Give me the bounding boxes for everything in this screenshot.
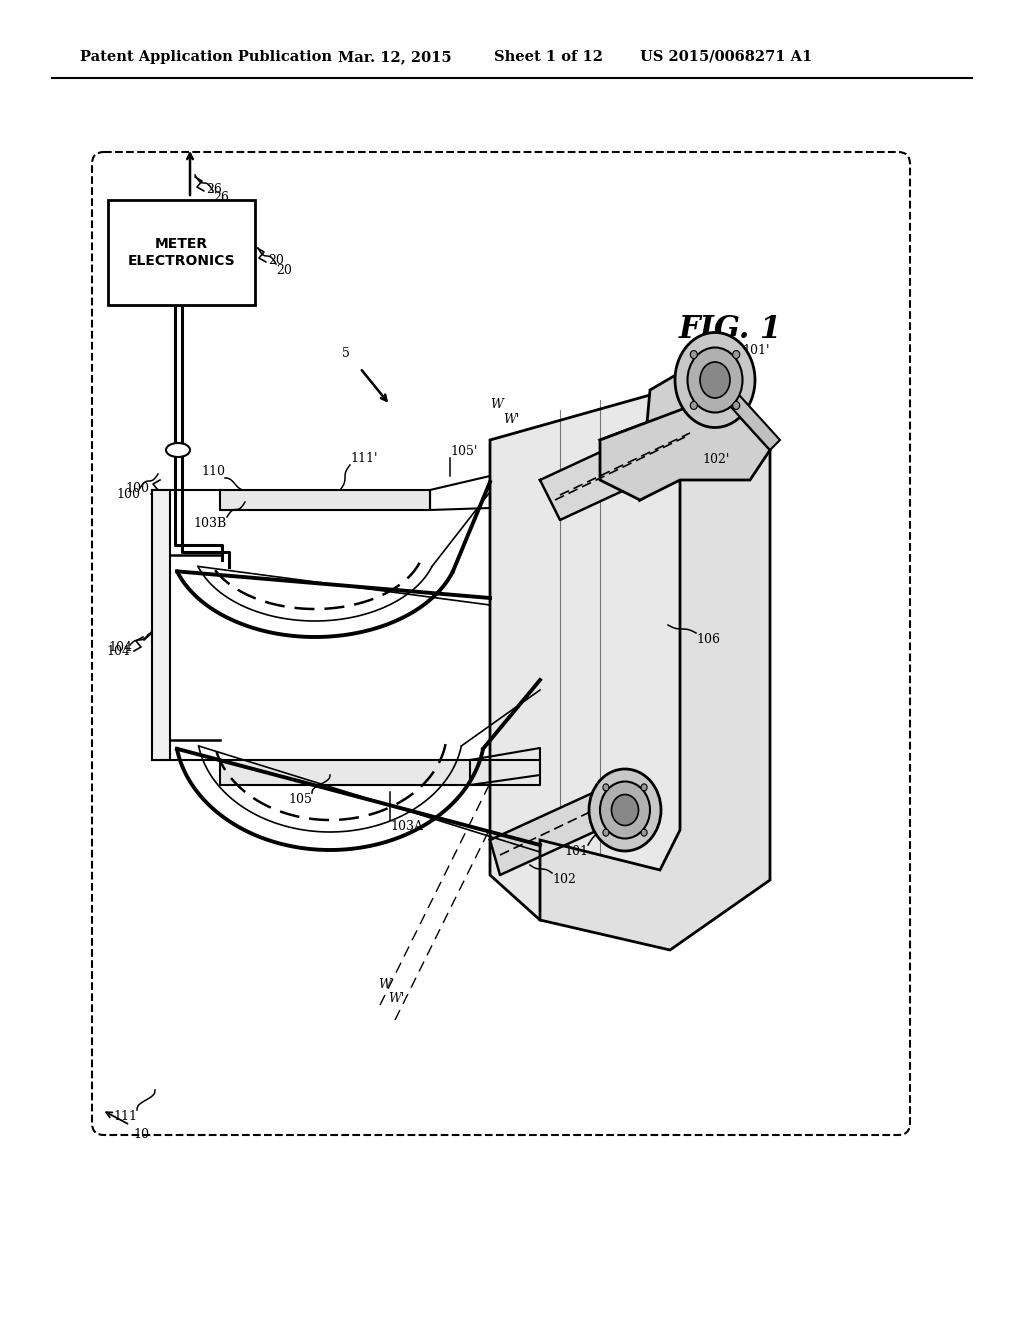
Ellipse shape xyxy=(687,347,742,412)
Text: 104: 104 xyxy=(108,642,132,653)
Text: W': W' xyxy=(388,993,404,1005)
Polygon shape xyxy=(220,760,540,785)
Text: METER
ELECTRONICS: METER ELECTRONICS xyxy=(128,238,236,268)
Text: W': W' xyxy=(503,413,519,426)
Text: 5: 5 xyxy=(342,347,350,360)
Ellipse shape xyxy=(675,333,755,428)
Text: W: W xyxy=(490,399,503,411)
Text: W: W xyxy=(378,978,391,991)
Text: 104: 104 xyxy=(106,645,130,657)
Polygon shape xyxy=(490,395,720,920)
Ellipse shape xyxy=(166,444,190,457)
Text: 101': 101' xyxy=(742,345,769,356)
Text: US 2015/0068271 A1: US 2015/0068271 A1 xyxy=(640,50,812,63)
Ellipse shape xyxy=(611,795,639,825)
Polygon shape xyxy=(640,355,740,500)
Text: 26: 26 xyxy=(213,191,229,205)
Ellipse shape xyxy=(641,829,647,836)
Text: FIG. 1: FIG. 1 xyxy=(678,314,781,346)
Text: 111': 111' xyxy=(350,451,378,465)
Text: 102': 102' xyxy=(702,453,729,466)
Polygon shape xyxy=(600,395,770,500)
Text: 100: 100 xyxy=(125,482,150,495)
Polygon shape xyxy=(540,395,770,950)
Ellipse shape xyxy=(641,784,647,791)
Polygon shape xyxy=(220,490,430,510)
Text: 20: 20 xyxy=(268,253,284,267)
Ellipse shape xyxy=(700,362,730,399)
Text: Mar. 12, 2015: Mar. 12, 2015 xyxy=(338,50,452,63)
Ellipse shape xyxy=(690,351,697,359)
Bar xyxy=(152,490,170,760)
Text: 26: 26 xyxy=(206,183,222,195)
Text: Sheet 1 of 12: Sheet 1 of 12 xyxy=(494,50,603,63)
Ellipse shape xyxy=(603,829,609,836)
Ellipse shape xyxy=(690,401,697,409)
Text: 103B: 103B xyxy=(194,517,227,531)
Ellipse shape xyxy=(600,781,650,838)
Polygon shape xyxy=(720,385,780,450)
Text: 105': 105' xyxy=(450,445,477,458)
Text: 102: 102 xyxy=(552,873,575,886)
Polygon shape xyxy=(490,785,620,875)
Text: 20: 20 xyxy=(276,264,292,277)
Ellipse shape xyxy=(733,351,739,359)
Text: 10: 10 xyxy=(133,1129,150,1140)
Ellipse shape xyxy=(589,770,662,851)
Text: 103A: 103A xyxy=(390,820,423,833)
Bar xyxy=(108,201,255,305)
Text: Patent Application Publication: Patent Application Publication xyxy=(80,50,332,63)
Ellipse shape xyxy=(733,401,739,409)
Text: 111: 111 xyxy=(113,1110,137,1123)
Ellipse shape xyxy=(603,784,609,791)
Text: 110: 110 xyxy=(201,465,225,478)
Text: 106: 106 xyxy=(696,634,720,645)
Text: 101: 101 xyxy=(564,845,588,858)
Text: 105: 105 xyxy=(288,793,312,807)
Text: 100: 100 xyxy=(116,488,140,502)
Polygon shape xyxy=(540,414,700,520)
